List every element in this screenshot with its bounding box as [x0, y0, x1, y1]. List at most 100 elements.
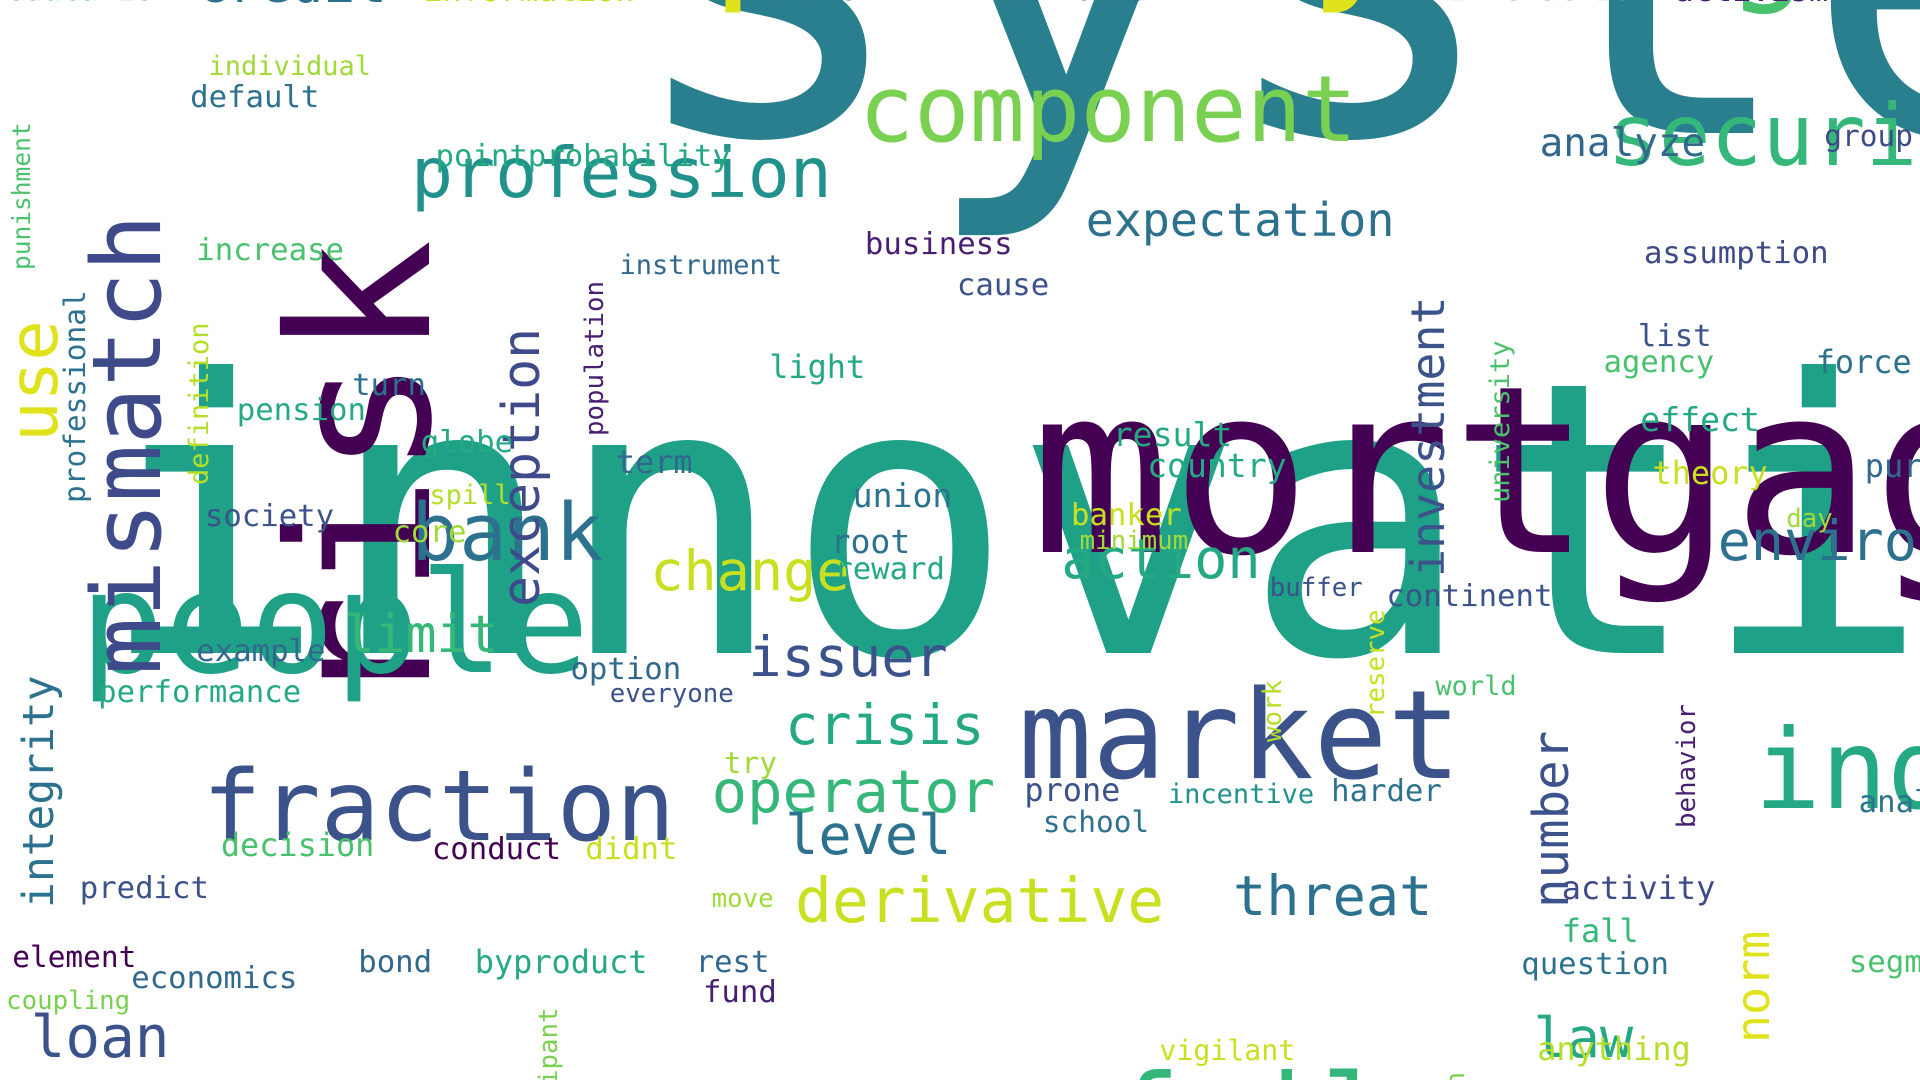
word-agency: agency — [1603, 344, 1715, 380]
word-population: population — [579, 280, 610, 436]
word-component: component — [858, 56, 1358, 164]
word-derivative: derivative — [794, 866, 1165, 938]
word-buffer: buffer — [1269, 572, 1363, 603]
word-term: term — [615, 443, 693, 482]
word-exception: exception — [491, 328, 552, 608]
word-limit: limit — [343, 604, 499, 665]
word-spill: spill — [429, 480, 511, 512]
word-move: move — [711, 884, 774, 915]
word-purchaser: purchaser — [1864, 446, 1920, 485]
word-globe: globe — [420, 424, 514, 460]
word-mortgage: mortgage — [1030, 335, 1920, 607]
word-activism: activism — [1675, 0, 1829, 7]
word-information: information — [423, 0, 634, 7]
word-security: security — [1607, 86, 1920, 187]
word-incentive: incentive — [1167, 778, 1315, 810]
word-level: level — [785, 804, 952, 869]
word-integrity: integrity — [14, 675, 65, 908]
word-world: world — [1435, 670, 1517, 702]
word-pointprobability: pointprobability — [435, 138, 731, 174]
word-definition: definition — [184, 322, 216, 485]
word-professional: professional — [58, 290, 93, 503]
word-industry: industry — [1754, 707, 1920, 836]
word-day: day — [1786, 503, 1833, 534]
word-loan: loan — [30, 1003, 170, 1072]
word-innovation: innovation — [98, 300, 1920, 744]
word-predict: predict — [79, 871, 209, 907]
word-coupling: coupling — [6, 985, 131, 1016]
word-prone: prone — [1024, 770, 1121, 809]
word-byproduct: byproduct — [474, 942, 648, 981]
word-example: example — [196, 634, 326, 670]
word-option: option — [570, 651, 682, 687]
word-pension: pension — [236, 392, 366, 428]
word-group: group — [1824, 118, 1913, 153]
word-try: try — [723, 745, 777, 780]
word-interaction: interaction — [1448, 0, 1651, 7]
word-core: core — [392, 515, 467, 551]
word-default: default — [190, 79, 320, 115]
word-university: university — [1484, 340, 1516, 503]
word-future: future — [746, 0, 857, 7]
word-investment: investment — [1400, 295, 1455, 577]
word-complexity: complexity — [411, 0, 1408, 4]
word-analysis: analysis — [1858, 785, 1920, 821]
word-theory: theory — [1652, 454, 1768, 493]
word-minimum: minimum — [1079, 525, 1189, 556]
word-segment: segment — [1848, 944, 1920, 980]
word-banker: banker — [1071, 498, 1182, 534]
word-individual: individual — [208, 50, 372, 82]
word-fraction: fraction — [202, 750, 676, 865]
word-turn: turn — [352, 368, 426, 404]
word-question: question — [1521, 947, 1669, 983]
word-fund: fund — [702, 975, 777, 1011]
word-mismatch: mismatch — [70, 213, 183, 675]
word-vigilant: vigilant — [1159, 1034, 1296, 1068]
word-market: market — [1018, 663, 1462, 807]
word-continent: continent — [1386, 579, 1553, 615]
word-change: change — [650, 540, 850, 605]
word-issuer: issuer — [748, 626, 948, 691]
word-punishment: punishment — [6, 122, 36, 270]
word-light: light — [769, 347, 866, 386]
word-country: country — [1147, 445, 1287, 485]
word-relationship: relationship — [12, 1071, 765, 1080]
word-participant: participant — [534, 1007, 564, 1080]
word-people: people — [79, 541, 590, 706]
word-behavior: behavior — [1671, 704, 1702, 829]
word-norm: norm — [1725, 930, 1780, 1043]
word-conduct: conduct — [431, 831, 562, 867]
word-society: society — [204, 499, 335, 535]
word-reward: reward — [834, 552, 945, 588]
word-didnt: didnt — [585, 831, 678, 867]
word-assumption: assumption — [1643, 235, 1829, 271]
word-credit: credit — [196, 0, 387, 11]
word-business: business — [864, 227, 1013, 263]
word-law: law — [1533, 1006, 1634, 1071]
word-regulator: regulator — [1564, 0, 1920, 7]
word-decision: decision — [220, 826, 375, 865]
word-list: list — [1637, 319, 1712, 355]
word-regulation: regulation — [1441, 1072, 1471, 1080]
word-element: element — [12, 939, 137, 974]
word-everyone: everyone — [609, 679, 734, 710]
word-activity: activity — [1561, 869, 1716, 908]
word-increase: increase — [196, 233, 344, 269]
word-root: root — [830, 521, 911, 561]
word-cause: cause — [956, 267, 1050, 303]
word-failure: failure — [1110, 1060, 1601, 1080]
word-instrument: instrument — [619, 249, 783, 281]
word-force: force — [1815, 342, 1912, 381]
word-effect: effect — [1640, 400, 1760, 440]
word-work: work — [1258, 680, 1289, 743]
word-analyze: analyze — [1539, 121, 1706, 167]
word-fall: fall — [1561, 911, 1639, 950]
word-profession: profession — [410, 133, 832, 215]
word-action: action — [1061, 528, 1261, 593]
word-operator: operator — [711, 756, 996, 826]
word-school: school — [1042, 804, 1150, 839]
word-environment: environment — [1717, 509, 1920, 574]
word-bank: bank — [410, 485, 604, 579]
word-union: union — [852, 476, 953, 516]
